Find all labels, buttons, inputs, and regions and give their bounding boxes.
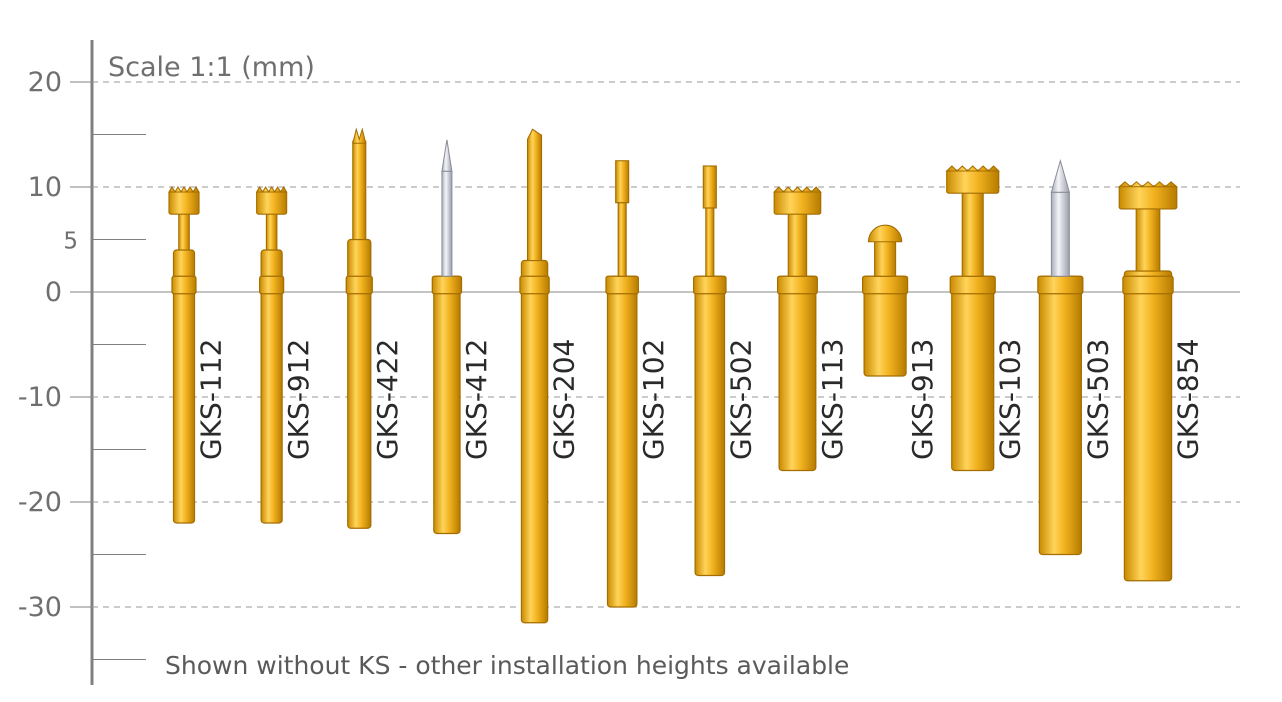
probe-label: GKS-913 [906,339,939,460]
probe-barrel [694,275,726,577]
probe-collar [259,275,285,295]
probe-crown-head [168,190,200,215]
probe-plunger [705,207,715,277]
probe-gks-912: GKS-912 [255,186,315,524]
tick-label: -10 [18,382,62,413]
probe-fork-tip [352,127,367,144]
probe-collar [949,275,996,295]
probe-plunger [617,202,627,277]
probe-crown-head [773,190,822,215]
probe-barrel [520,259,549,624]
probe-crown-teeth [773,186,822,193]
probe-barrel [951,275,995,472]
probe-needle-shaft [441,170,453,277]
probe-crown-teeth [945,165,1001,172]
probe-collar [1122,275,1174,295]
probe-label: GKS-103 [994,339,1027,460]
probe-needle-point [1050,158,1071,193]
probe-rod-head [702,165,717,209]
probe-gks-412: GKS-412 [431,139,493,535]
probe-plunger [178,211,190,251]
probe-gks-103: GKS-103 [945,165,1027,472]
tick-label: 5 [63,229,78,255]
probe-label: GKS-854 [1172,339,1205,460]
tick-label: 0 [45,277,62,308]
probe-barrel [1038,275,1082,556]
probe-label: GKS-412 [460,339,493,460]
probe-gks-112: GKS-112 [168,186,228,524]
probe-plunger [265,211,278,251]
probe-collar [345,275,373,295]
probe-label: GKS-112 [195,339,228,460]
probe-barrel [1123,270,1173,582]
probe-plunger [787,211,808,277]
probe-collar [861,275,909,295]
probe-gks-204: GKS-204 [519,128,581,624]
tick-label: 20 [28,67,62,98]
probe-label: GKS-502 [725,339,758,460]
tick-label: -30 [18,592,62,623]
probe-barrel [778,275,817,472]
probe-label: GKS-912 [282,339,315,460]
diagram-title: Scale 1:1 (mm) [108,52,315,83]
probe-collar [693,275,727,295]
probe-crown-head [256,190,288,215]
probe-label: GKS-102 [637,339,670,460]
probe-crown-teeth [1117,181,1179,188]
probe-crown-head [946,169,1000,194]
tick-label: -20 [18,487,62,518]
probe-gks-854: GKS-854 [1117,181,1205,582]
probe-collar [431,275,463,295]
probe-gks-502: GKS-502 [693,165,758,577]
probe-rod-head [615,160,630,204]
probe-needle-shaft [1050,191,1070,277]
probe-layer: GKS-112 GKS-912 GKS-422 GKS-412 GKS-204 GKS-1… [168,127,1205,624]
probe-collar [171,275,197,295]
probe-gks-913: GKS-913 [861,224,939,460]
tick-label: 10 [28,172,62,203]
probe-collar [605,275,639,295]
probe-crown-teeth [255,186,288,193]
probe-gks-102: GKS-102 [605,160,670,608]
probe-gks-422: GKS-422 [345,127,404,529]
probe-label: GKS-503 [1081,339,1114,460]
probe-needle-point [441,139,453,172]
probe-barrel [433,275,461,535]
probe-ball-tip [867,224,903,243]
probe-chisel-tip [526,128,543,262]
probe-label: GKS-422 [371,339,404,460]
probe-gks-503: GKS-503 [1037,158,1114,556]
probe-gks-113: GKS-113 [773,186,849,472]
probe-plunger [352,140,367,241]
probe-collar [776,275,818,295]
probe-collar [1037,275,1084,295]
probe-collar [519,275,550,295]
probe-crown-teeth [168,186,200,193]
probe-barrel [606,275,638,608]
probe-plunger [1135,206,1161,272]
diagram-caption: Shown without KS - other installation he… [165,651,849,680]
probe-crown-head [1118,185,1178,210]
probe-label: GKS-204 [548,339,581,460]
probe-plunger [961,190,984,277]
probe-label: GKS-113 [816,339,849,460]
